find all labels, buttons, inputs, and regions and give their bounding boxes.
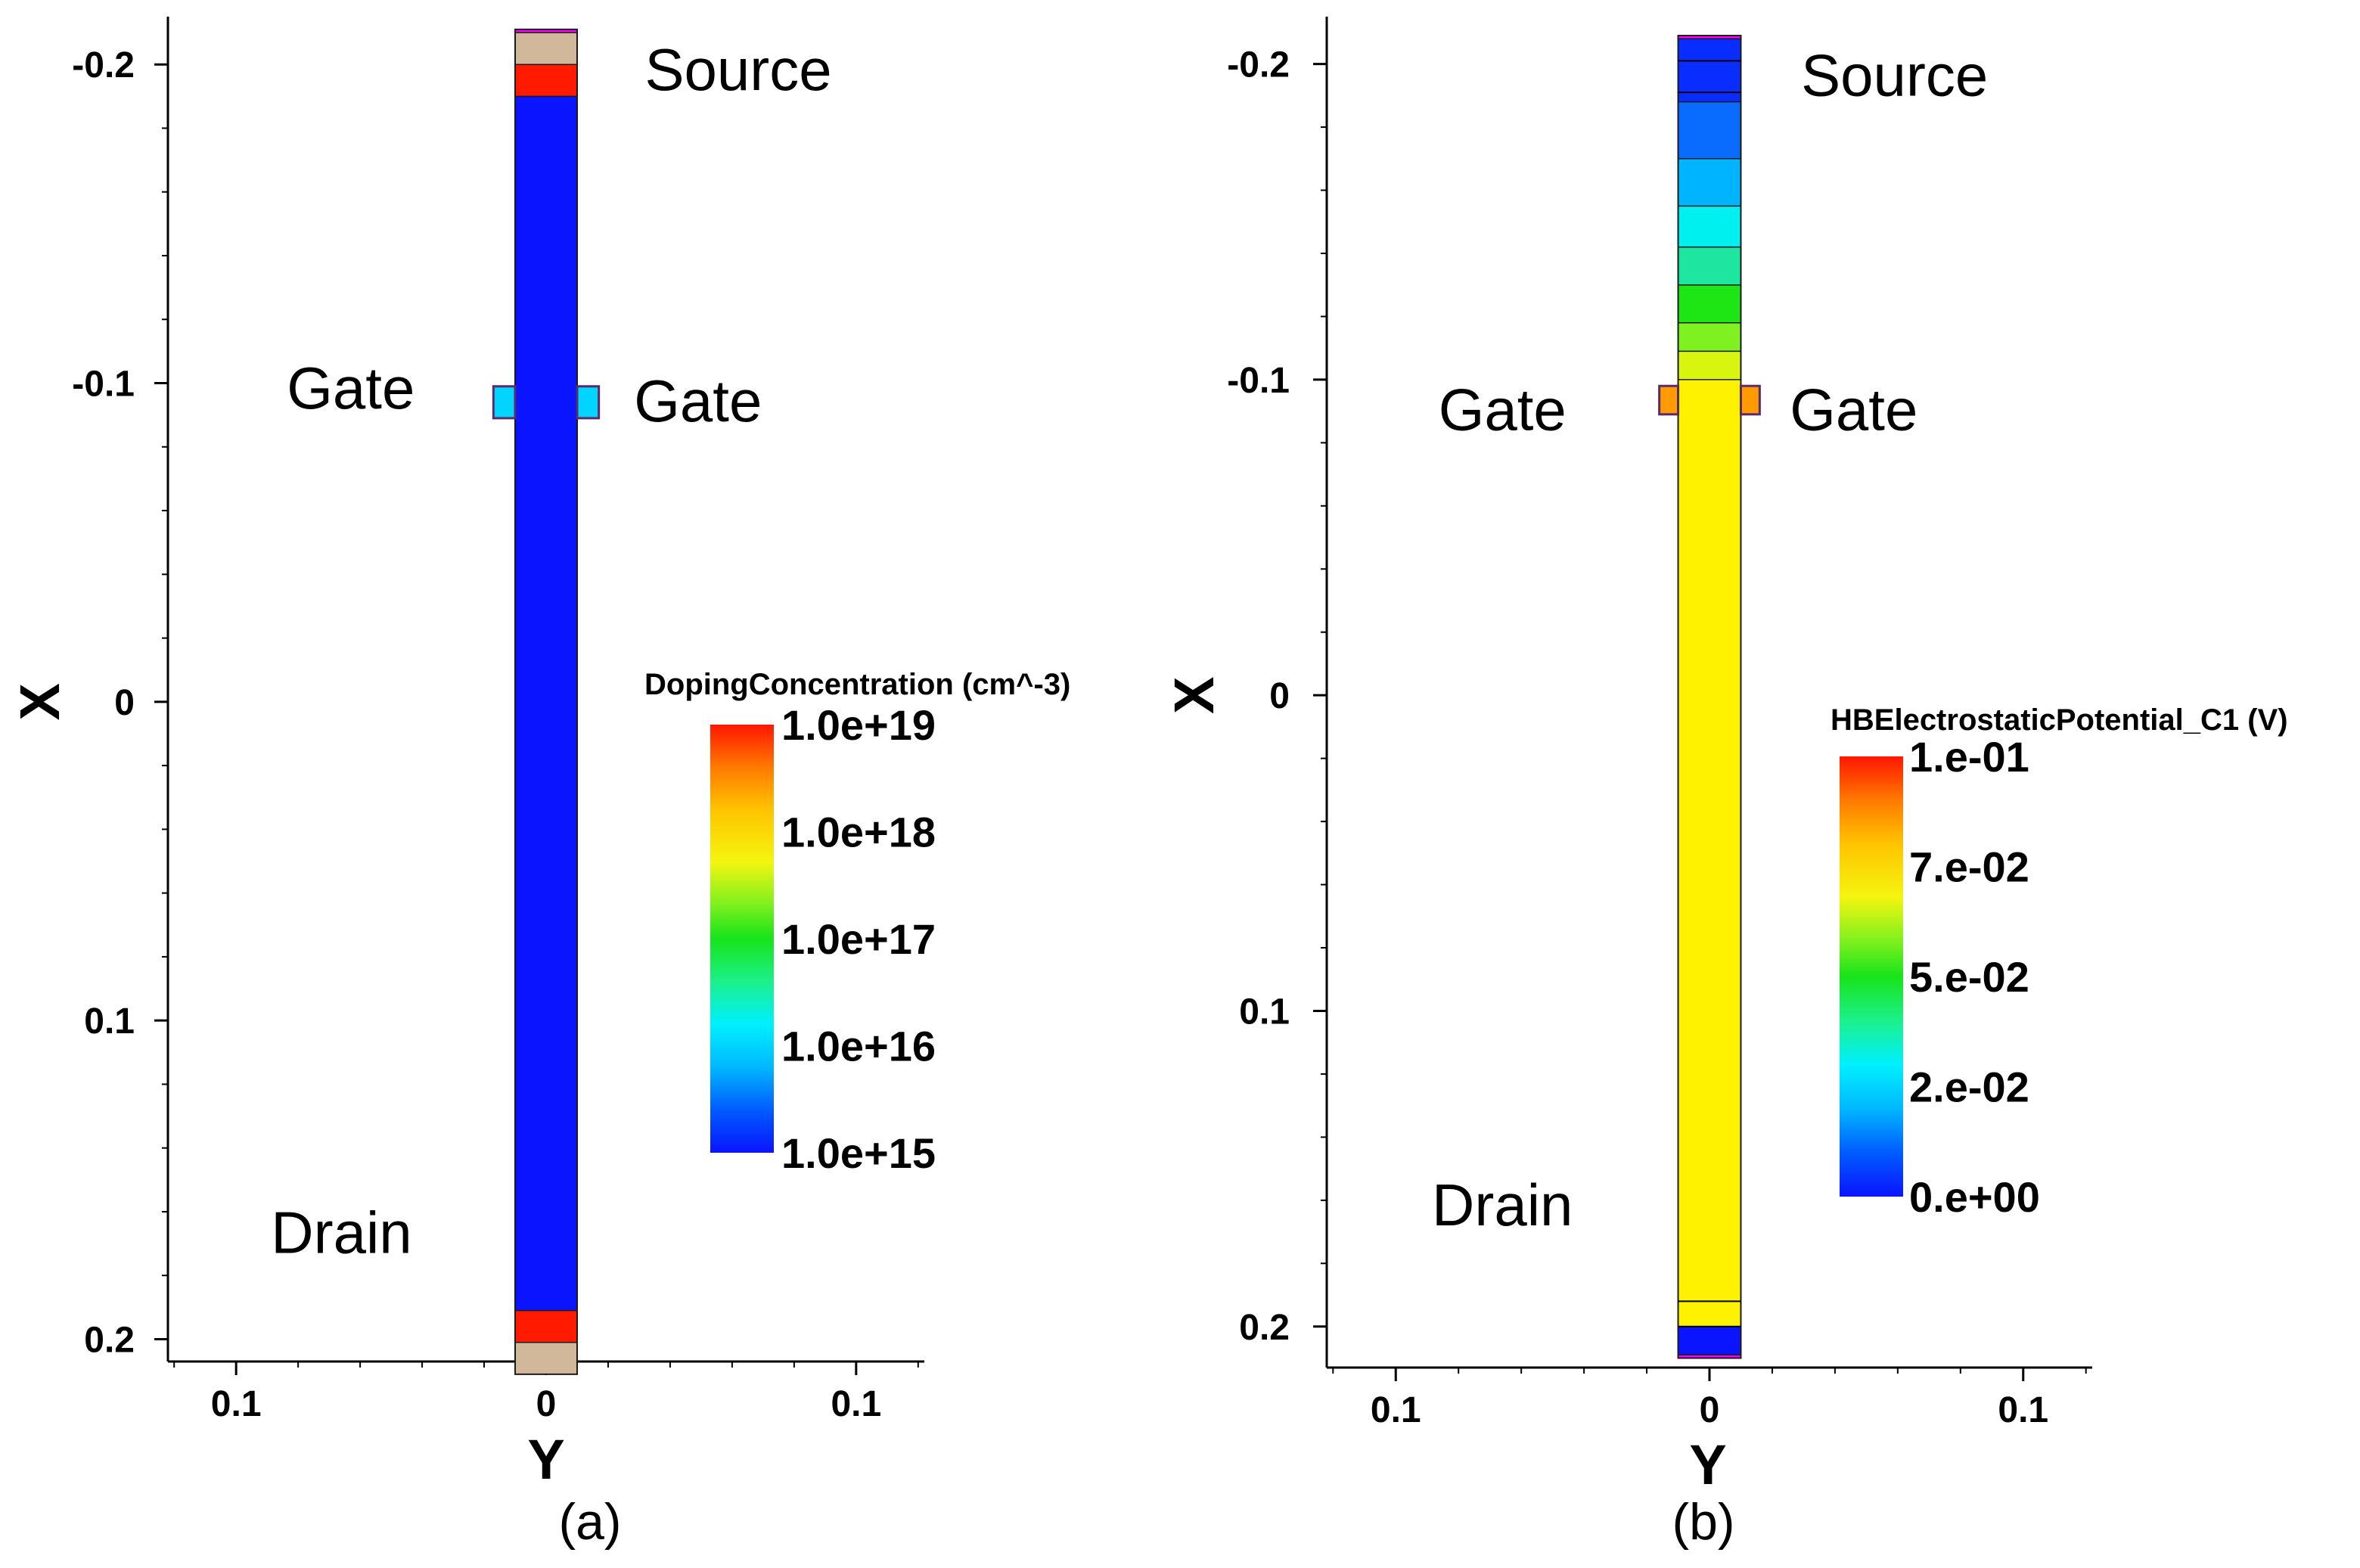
panel-label: (b) <box>1672 1493 1734 1551</box>
region-label-gate: Gate <box>1790 377 1918 443</box>
x-axis-title: Y <box>527 1428 564 1491</box>
channel-segment <box>515 96 577 1311</box>
channel-outline <box>1677 35 1742 1359</box>
region-label-drain: Drain <box>1432 1172 1573 1238</box>
channel-segment <box>1678 101 1741 159</box>
x-tick-label: 0.1 <box>1371 1390 1421 1430</box>
x-tick-label: 0.1 <box>1998 1390 2048 1430</box>
y-tick-label: 0.1 <box>1239 992 1290 1032</box>
panel-b: -0.2 -0.1 0 0.1 0.2 0.1 0 0.1 Y X Source Gate Gate Dr… <box>1163 17 2288 1551</box>
colorbar-tick-label: 1.0e+19 <box>781 701 936 749</box>
channel-segment <box>1678 39 1741 102</box>
channel-segment <box>1678 351 1741 380</box>
channel-segment <box>1678 1355 1741 1358</box>
channel-segment <box>515 33 577 65</box>
gate-right <box>576 385 601 420</box>
region-label-gate: Gate <box>1439 377 1567 443</box>
channel-segment <box>1678 284 1741 323</box>
y-axis-title: X <box>8 683 71 720</box>
y-tick-label: -0.2 <box>1227 45 1290 85</box>
panel-a: -0.2 -0.1 0 0.1 0.2 0.1 0 0.1 Y X Source Gate Gate Dr… <box>8 17 1070 1551</box>
y-tick-label: 0.2 <box>1239 1308 1290 1348</box>
x-axis-title: Y <box>1689 1433 1726 1496</box>
colorbar-tick-label: 1.e-01 <box>1909 733 2029 781</box>
region-label-gate: Gate <box>287 355 415 421</box>
panel-label: (a) <box>558 1493 621 1551</box>
gate-left <box>492 385 517 420</box>
gate-right <box>1739 384 1761 416</box>
y-tick-label: 0.1 <box>84 1001 135 1042</box>
y-tick-label: 0.2 <box>84 1321 135 1361</box>
channel-segment <box>1678 247 1741 285</box>
y-tick-label: -0.2 <box>72 45 135 85</box>
region-label-source: Source <box>1801 42 1988 108</box>
y-tick-label: 0 <box>1269 676 1290 716</box>
gate-left <box>1658 384 1680 416</box>
y-tick-label: -0.1 <box>72 365 135 405</box>
channel-segment <box>515 1342 577 1374</box>
region-label-source: Source <box>645 36 832 103</box>
region-label-drain: Drain <box>271 1200 411 1266</box>
colorbar-tick-label: 2.e-02 <box>1909 1063 2029 1111</box>
colorbar-tick-label: 5.e-02 <box>1909 953 2029 1001</box>
colorbar <box>1840 756 1903 1197</box>
channel-segment <box>1678 379 1741 1327</box>
channel-segment <box>1678 158 1741 206</box>
colorbar-title: HBElectrostaticPotential_C1 (V) <box>1831 703 2288 737</box>
colorbar-tick-label: 0.e+00 <box>1909 1173 2040 1221</box>
x-tick-label: 0.1 <box>211 1384 262 1424</box>
channel-segment <box>1678 322 1741 352</box>
colorbar-tick-label: 1.0e+15 <box>781 1129 936 1177</box>
region-label-gate: Gate <box>634 368 762 434</box>
y-tick-label: 0 <box>114 683 135 723</box>
colorbar-tick-label: 1.0e+18 <box>781 809 936 856</box>
channel-segment <box>1678 206 1741 247</box>
channel-segment <box>1678 36 1741 39</box>
colorbar-tick-label: 1.0e+17 <box>781 915 936 963</box>
y-axis-title: X <box>1163 676 1225 713</box>
channel-segment <box>1678 1326 1741 1355</box>
x-tick-label: 0 <box>1700 1390 1720 1430</box>
colorbar <box>710 725 774 1153</box>
y-tick-label: -0.1 <box>1227 361 1290 401</box>
x-tick-label: 0.1 <box>831 1384 881 1424</box>
colorbar-title: DopingConcentration (cm^-3) <box>644 668 1070 701</box>
colorbar-tick-label: 1.0e+16 <box>781 1023 936 1070</box>
channel-segment <box>515 1310 577 1343</box>
colorbar-tick-label: 7.e-02 <box>1909 843 2029 891</box>
channel-outline <box>514 28 578 1375</box>
x-tick-label: 0 <box>536 1384 557 1424</box>
channel-segment <box>515 64 577 97</box>
channel-segment <box>515 29 577 33</box>
